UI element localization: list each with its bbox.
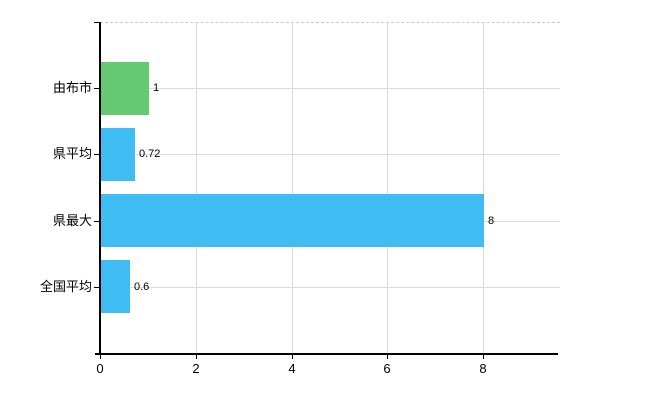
bar-value-label: 8: [488, 215, 495, 227]
bar-value-label: 1: [153, 82, 160, 94]
x-axis-tick: [387, 354, 388, 359]
bar-value-label: 0.6: [134, 281, 150, 293]
gridline-vertical: [292, 22, 293, 353]
category-label: 由布市: [52, 80, 92, 95]
category-label: 県最大: [52, 213, 92, 228]
bar-value-label: 0.72: [139, 148, 161, 160]
gridline-vertical: [387, 22, 388, 353]
bar: [101, 260, 130, 313]
x-axis-line: [95, 353, 558, 355]
y-axis-tick: [94, 154, 100, 155]
x-axis-tick-label: 8: [479, 361, 487, 376]
y-axis-tick: [94, 287, 100, 288]
x-axis-tick-label: 0: [96, 361, 104, 376]
y-axis-line: [99, 22, 101, 353]
y-axis-tick: [94, 221, 100, 222]
x-axis-tick: [100, 354, 101, 359]
x-axis-tick-label: 6: [383, 361, 391, 376]
x-axis-tick-label: 4: [288, 361, 296, 376]
gridline-horizontal: [100, 88, 560, 89]
y-axis-tick: [94, 88, 100, 89]
category-label: 全国平均: [39, 279, 92, 294]
x-axis-tick: [292, 354, 293, 359]
plot-top-border: [100, 22, 560, 23]
bar: [101, 128, 135, 181]
gridline-horizontal: [100, 287, 560, 288]
gridline-vertical: [483, 22, 484, 353]
y-axis-top-tick: [94, 22, 100, 23]
x-axis-tick: [483, 354, 484, 359]
gridline-horizontal: [100, 154, 560, 155]
x-axis-tick: [196, 354, 197, 359]
bar: [101, 194, 484, 247]
bar: [101, 62, 149, 115]
category-label: 県平均: [52, 146, 92, 161]
gridline-vertical: [196, 22, 197, 353]
x-axis-tick-label: 2: [192, 361, 200, 376]
